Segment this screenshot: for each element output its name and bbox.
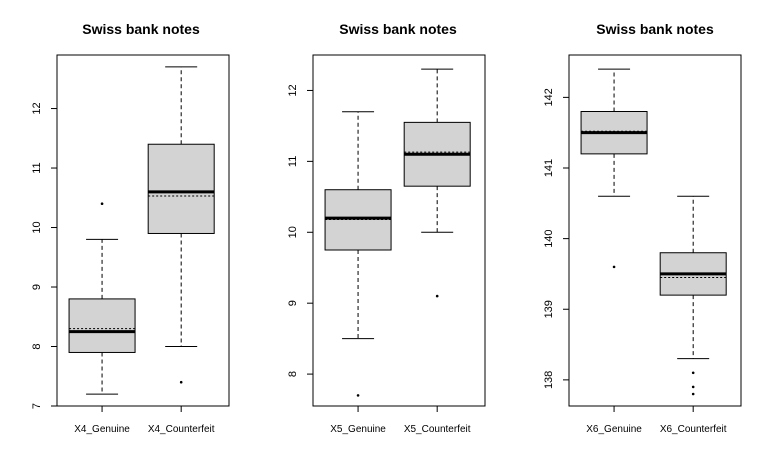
outlier-point (612, 265, 616, 269)
outlier-point (435, 294, 439, 298)
box-X6_Counterfeit: X6_Counterfeit (659, 195, 727, 435)
iqr-box (68, 298, 136, 353)
plot-frame (568, 54, 742, 407)
outlier-point (691, 385, 695, 389)
box-X6_Genuine: X6_Genuine (580, 68, 648, 435)
outlier-point (691, 371, 695, 375)
y-tick-label: 8 (287, 371, 299, 377)
y-tick-label: 7 (31, 403, 43, 409)
outlier-point (691, 392, 695, 396)
iqr-box (147, 143, 215, 234)
chart-title: Swiss bank notes (596, 21, 714, 37)
y-tick-label: 9 (31, 284, 43, 290)
box-X5_Genuine: X5_Genuine (324, 111, 392, 435)
category-label: X4_Counterfeit (148, 424, 215, 435)
plot-frame (56, 54, 230, 407)
y-tick-label: 9 (287, 300, 299, 306)
plot-frame (312, 54, 486, 407)
y-tick-label: 11 (31, 162, 43, 173)
outlier-point (179, 380, 183, 384)
chart-title: Swiss bank notes (82, 21, 200, 37)
y-tick-label: 12 (287, 84, 299, 96)
outlier-point (100, 202, 104, 206)
category-label: X5_Genuine (330, 424, 386, 435)
chart-panel-1: Swiss bank notes 7 8 9 10 11 12 X4_Genuine X4_Co… (31, 21, 230, 435)
box-X5_Counterfeit: X5_Counterfeit (403, 68, 471, 435)
category-label: X5_Counterfeit (404, 424, 471, 435)
y-tick-label: 10 (287, 226, 299, 238)
category-label: X4_Genuine (74, 424, 130, 435)
box-X4_Genuine: X4_Genuine (68, 202, 136, 435)
chart-title: Swiss bank notes (339, 21, 457, 37)
y-tick-label: 142 (543, 88, 555, 106)
box-X4_Counterfeit: X4_Counterfeit (147, 66, 215, 435)
y-tick-label: 11 (287, 156, 299, 167)
chart-panel-3: Swiss bank notes 138 139 140 141 142 X6_Genuin… (543, 21, 742, 435)
category-label: X6_Counterfeit (660, 424, 727, 435)
y-tick-label: 12 (31, 102, 43, 114)
y-tick-label: 141 (543, 159, 555, 177)
y-tick-label: 140 (543, 229, 555, 247)
chart-panel-2: Swiss bank notes 8 9 10 11 12 X5_Genuine X5_Cou… (287, 21, 486, 435)
y-tick-label: 10 (31, 221, 43, 233)
category-label: X6_Genuine (586, 424, 642, 435)
y-tick-label: 138 (543, 371, 555, 389)
outlier-point (356, 394, 360, 397)
y-tick-label: 8 (31, 343, 43, 349)
y-tick-label: 139 (543, 300, 555, 318)
